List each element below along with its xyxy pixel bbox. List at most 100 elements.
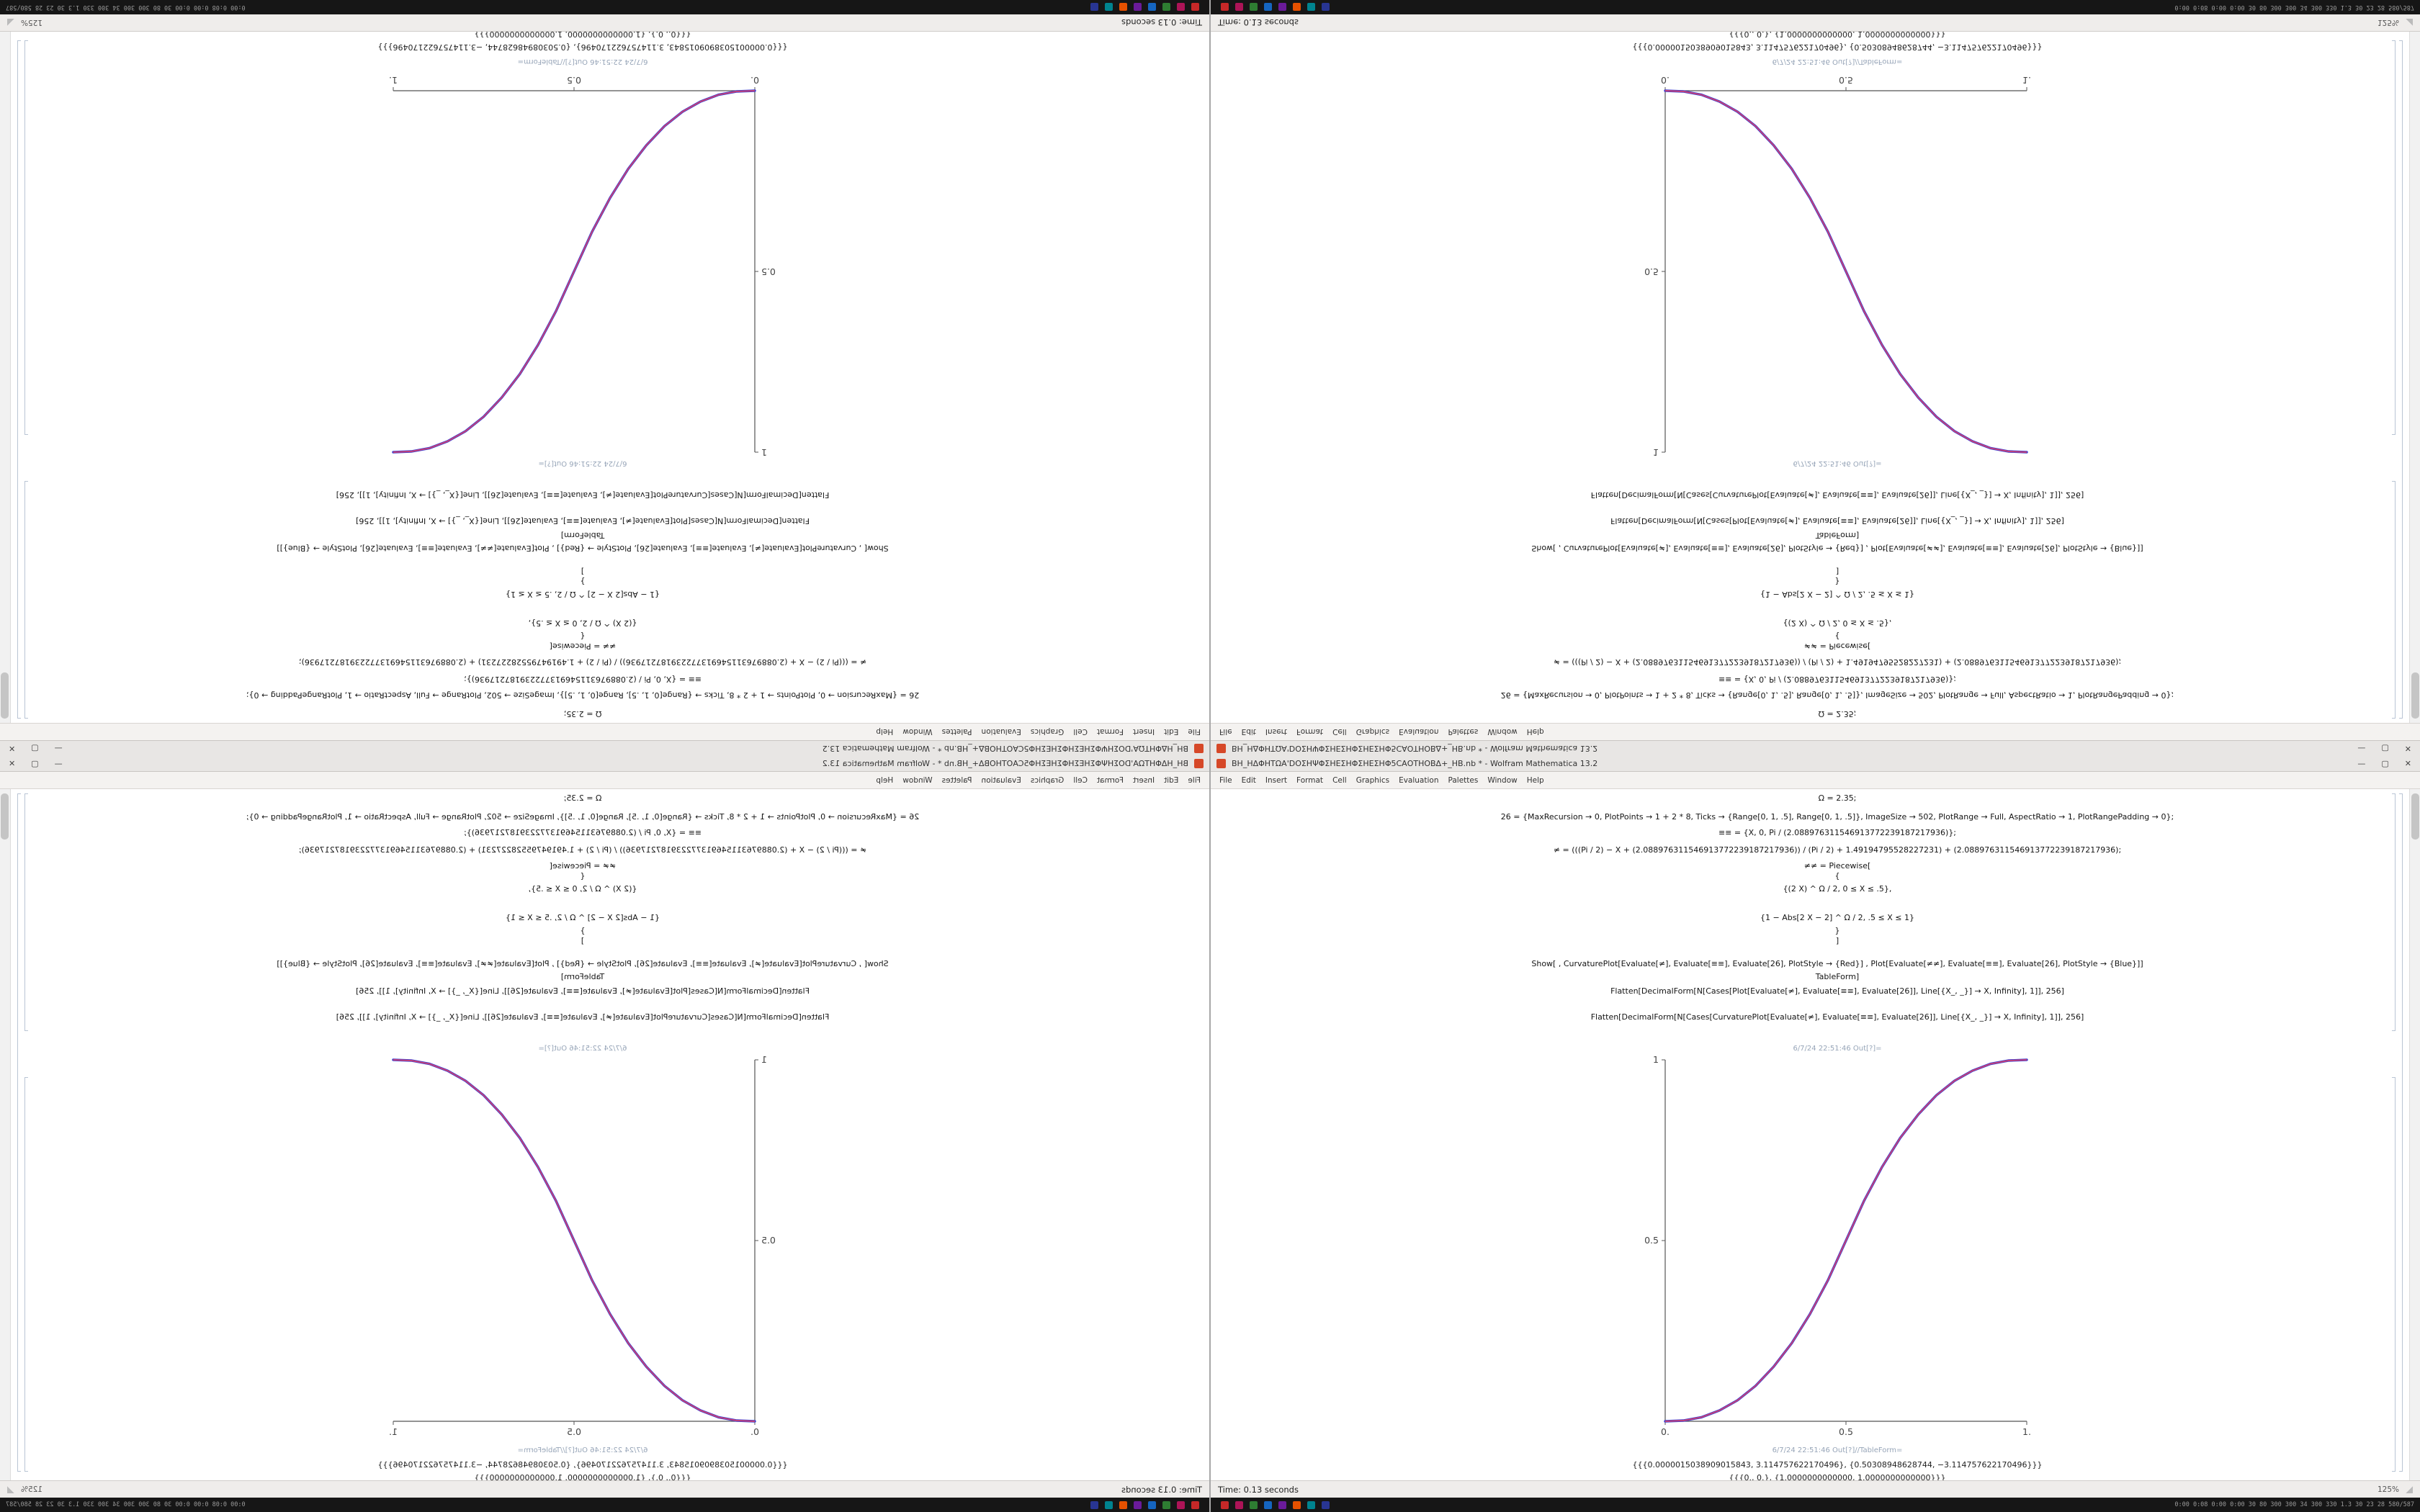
- taskbar-icon-green[interactable]: [1162, 1500, 1170, 1509]
- output-plot[interactable]: 0. 0.5 1. 1 0.5: [385, 1054, 781, 1437]
- cell-code-line[interactable]: }: [580, 926, 586, 935]
- plot-output-cell[interactable]: 0. 0.5 1. 1 0.5: [136, 72, 1029, 458]
- maximize-button[interactable]: ▢: [2381, 759, 2389, 768]
- vertical-scrollbar[interactable]: [2409, 32, 2420, 723]
- cell-code-line[interactable]: Show[ , CurvaturePlot[Evaluate[≠], Evalu…: [277, 544, 889, 553]
- cell-code-line[interactable]: Ω = 2.35;: [1818, 793, 1857, 803]
- cell-label[interactable]: 6/7/24 22:51:46 Out[?]=: [1793, 459, 1882, 467]
- cell-code-line[interactable]: ≠≠ = Piecewise[: [1803, 642, 1871, 651]
- cell-group-bracket-all[interactable]: [17, 40, 21, 719]
- cell-code-line[interactable]: ]: [1835, 936, 1839, 945]
- cell-code-line[interactable]: Show[ , CurvaturePlot[Evaluate[≠], Evalu…: [1531, 959, 2143, 968]
- vertical-scrollbar[interactable]: [0, 789, 11, 1480]
- cell-code-line[interactable]: Show[ , CurvaturePlot[Evaluate[≠], Evalu…: [277, 959, 889, 968]
- cell-group-bracket-all[interactable]: [17, 793, 21, 1472]
- cell-code-line[interactable]: ≡≡ = {X, 0, Pi / (2.08897631154691377223…: [463, 675, 702, 684]
- plot-output-cell[interactable]: 0. 0.5 1. 1 0.5: [136, 1054, 1029, 1440]
- taskbar-icon-green[interactable]: [1250, 3, 1258, 12]
- cell-code-line[interactable]: {1 − Abs[2 X − 2] ^ Ω / 2, .5 ≤ X ≤ 1}: [505, 590, 660, 599]
- window-titlebar[interactable]: ΒΗ_ΗΔΦΗΤΩΑ'DΟΣΗΨΦΣΗΕΣΗΦΣΗΕΣΗΦ5CΑΟΤΗΟΒΔ+_…: [0, 740, 1209, 756]
- cell-code-line[interactable]: {: [580, 871, 586, 881]
- minimize-button[interactable]: —: [2357, 744, 2366, 753]
- cell-code-line[interactable]: 26 = {MaxRecursion → 0, PlotPoints → 1 +…: [246, 690, 920, 700]
- cell-code-line[interactable]: {1 − Abs[2 X − 2] ^ Ω / 2, .5 ≤ X ≤ 1}: [1760, 590, 1915, 599]
- cell-code-line[interactable]: ≡≡ = {X, 0, Pi / (2.08897631154691377223…: [1718, 828, 1957, 837]
- menu-item[interactable]: Palettes: [941, 775, 972, 785]
- menu-item[interactable]: Evaluation: [1399, 727, 1439, 737]
- taskbar-icon-indigo[interactable]: [1090, 3, 1098, 12]
- menu-item[interactable]: Insert: [1265, 727, 1288, 737]
- cell-code-line[interactable]: }: [1834, 577, 1840, 586]
- cell-code-line[interactable]: {: [580, 631, 586, 641]
- cell-code-line[interactable]: ]: [581, 567, 585, 576]
- cell-label[interactable]: 6/7/24 22:51:46 Out[?]//TableForm=: [1772, 58, 1903, 66]
- taskbar-icon-blue[interactable]: [1148, 3, 1156, 12]
- cell-label[interactable]: 6/7/24 22:51:46 Out[?]=: [538, 1045, 627, 1053]
- zoom-level[interactable]: 125%: [2377, 1485, 2399, 1494]
- cell-code-line[interactable]: {: [1834, 631, 1840, 641]
- maximize-button[interactable]: ▢: [31, 759, 39, 768]
- menu-item[interactable]: Palettes: [1448, 727, 1479, 737]
- cell-code-line[interactable]: 26 = {MaxRecursion → 0, PlotPoints → 1 +…: [1500, 812, 2174, 822]
- menu-item[interactable]: Cell: [1073, 775, 1088, 785]
- cell-code-line[interactable]: ≠ = (((Pi / 2) − X + (2.0889763115469137…: [298, 845, 867, 855]
- taskbar-icon-pink[interactable]: [1177, 3, 1185, 12]
- cell-code-line[interactable]: ≡≡ = {X, 0, Pi / (2.08897631154691377223…: [1718, 675, 1957, 684]
- cell-code-line[interactable]: Flatten[DecimalForm[N[Cases[Plot[Evaluat…: [1610, 516, 2064, 526]
- menu-item[interactable]: Cell: [1332, 727, 1347, 737]
- cell-label[interactable]: 6/7/24 22:51:46 Out[?]=: [538, 459, 627, 467]
- cell-code-line[interactable]: }: [580, 577, 586, 586]
- taskbar-icon-indigo[interactable]: [1090, 1500, 1098, 1509]
- taskbar-icon-blue[interactable]: [1148, 1500, 1156, 1509]
- cell-group-bracket-inputs[interactable]: [2392, 481, 2396, 719]
- taskbar-icon-green[interactable]: [1162, 3, 1170, 12]
- close-button[interactable]: ✕: [2404, 744, 2411, 753]
- cell-code-line[interactable]: {(2 X) ^ Ω / 2, 0 ≤ X ≤ .5},: [1783, 884, 1892, 894]
- menu-item[interactable]: File: [1219, 775, 1232, 785]
- taskbar-icon-purple[interactable]: [1134, 3, 1142, 12]
- minimize-button[interactable]: —: [54, 759, 63, 768]
- cell-label[interactable]: 6/7/24 22:51:46 Out[?]//TableForm=: [1772, 1446, 1903, 1454]
- cell-group-bracket-inputs[interactable]: [24, 481, 28, 719]
- taskbar-icon-indigo[interactable]: [1322, 1500, 1330, 1509]
- taskbar-icon-teal[interactable]: [1307, 1500, 1315, 1509]
- cell-code-line[interactable]: TableForm]: [560, 972, 605, 981]
- taskbar-icon-pink[interactable]: [1235, 1500, 1243, 1509]
- taskbar-icon-pink[interactable]: [1235, 3, 1243, 12]
- menu-item[interactable]: Evaluation: [1399, 775, 1439, 785]
- cell-label[interactable]: 6/7/24 22:51:46 Out[?]=: [1793, 1045, 1882, 1053]
- maximize-button[interactable]: ▢: [2381, 744, 2389, 753]
- cell-group-bracket-inputs[interactable]: [24, 793, 28, 1031]
- menu-item[interactable]: Palettes: [1448, 775, 1479, 785]
- menu-item[interactable]: File: [1188, 727, 1201, 737]
- window-titlebar[interactable]: ΒΗ_ΗΔΦΗΤΩΑ'DΟΣΗΨΦΣΗΕΣΗΦΣΗΕΣΗΦ5CΑΟΤΗΟΒΔ+_…: [0, 756, 1209, 772]
- menu-item[interactable]: Palettes: [941, 727, 972, 737]
- menu-item[interactable]: Graphics: [1355, 727, 1390, 737]
- menu-item[interactable]: Help: [876, 727, 894, 737]
- menu-item[interactable]: Window: [902, 775, 933, 785]
- menu-item[interactable]: Window: [902, 727, 933, 737]
- menu-item[interactable]: Cell: [1073, 727, 1088, 737]
- menu-item[interactable]: Edit: [1164, 727, 1179, 737]
- menu-item[interactable]: Help: [1526, 775, 1544, 785]
- cell-code-line[interactable]: ]: [1835, 567, 1839, 576]
- cell-code-line[interactable]: {{{0.0000015038909015843, 3.114757622170…: [377, 42, 788, 52]
- menu-item[interactable]: Edit: [1241, 727, 1256, 737]
- minimize-button[interactable]: —: [54, 744, 63, 753]
- taskbar-icon-blue[interactable]: [1264, 3, 1272, 12]
- vertical-scrollbar[interactable]: [2409, 789, 2420, 1480]
- taskbar-icon-blue[interactable]: [1264, 1500, 1272, 1509]
- taskbar-icon-teal[interactable]: [1105, 3, 1113, 12]
- output-plot[interactable]: 0. 0.5 1. 1 0.5: [385, 75, 781, 458]
- cell-code-line[interactable]: {{{0., 0.}, {1.0000000000000, 1.00000000…: [474, 32, 691, 39]
- menu-item[interactable]: Window: [1487, 775, 1518, 785]
- menu-item[interactable]: Graphics: [1030, 775, 1065, 785]
- cell-code-line[interactable]: ]: [581, 936, 585, 945]
- taskbar-icon-red[interactable]: [1191, 1500, 1199, 1509]
- minimize-button[interactable]: —: [2357, 759, 2366, 768]
- cell-code-line[interactable]: Flatten[DecimalForm[N[Cases[CurvaturePlo…: [1590, 1012, 2084, 1022]
- zoom-level[interactable]: 125%: [21, 1485, 43, 1494]
- cell-code-line[interactable]: {{{0., 0.}, {1.0000000000000, 1.00000000…: [1729, 1473, 1946, 1480]
- cell-code-line[interactable]: Ω = 2.35;: [1818, 709, 1857, 719]
- cell-group-bracket-all[interactable]: [2399, 40, 2403, 719]
